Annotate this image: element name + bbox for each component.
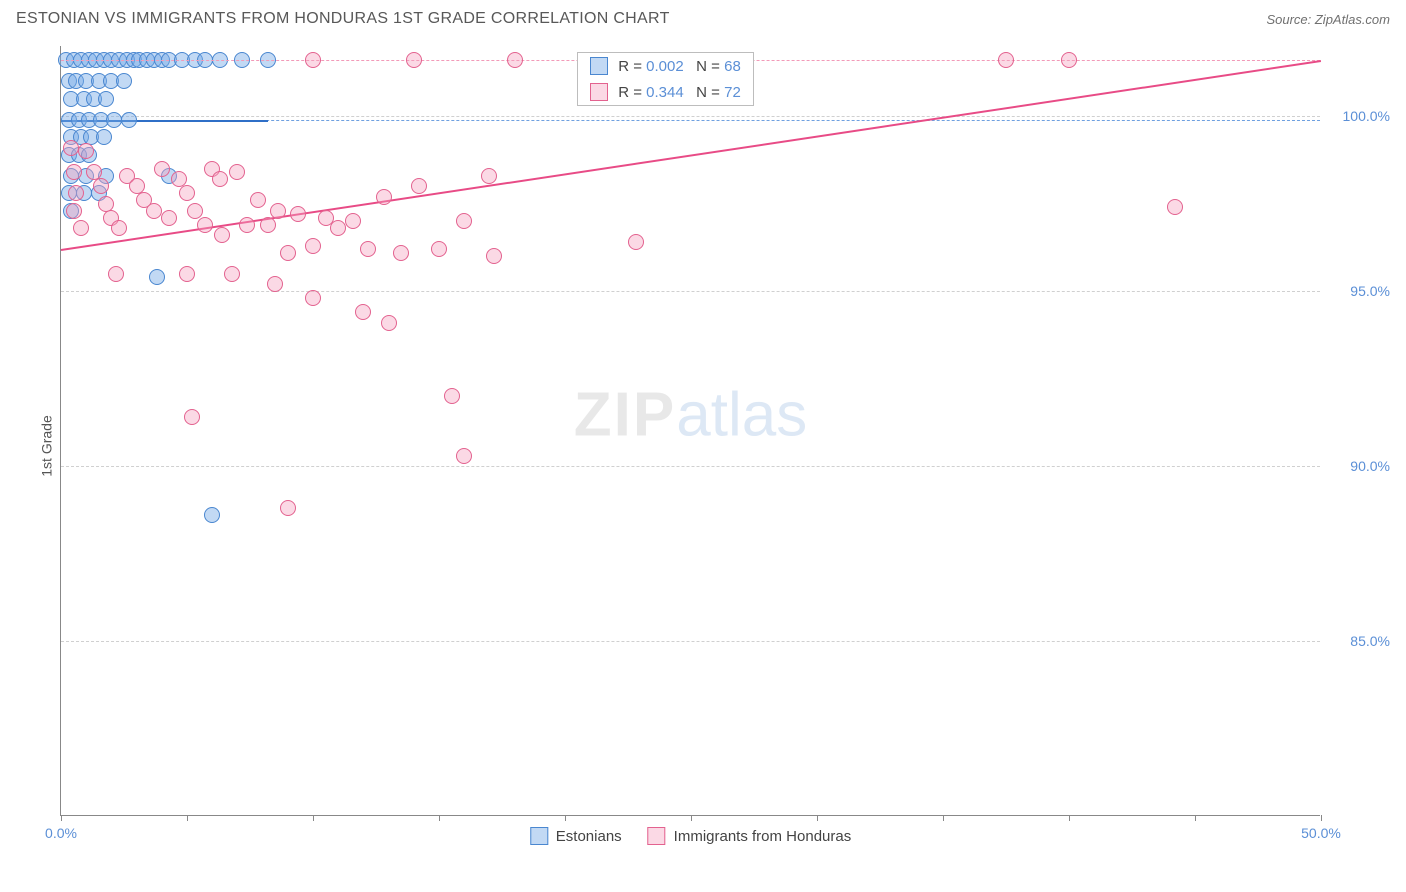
data-point	[116, 73, 132, 89]
data-point	[444, 388, 460, 404]
data-point	[106, 112, 122, 128]
legend-label: Estonians	[556, 828, 622, 845]
x-tick-mark	[1321, 815, 1322, 821]
gridline	[61, 466, 1320, 467]
data-point	[1167, 199, 1183, 215]
plot-area: ZIPatlas 85.0%90.0%95.0%100.0%0.0%50.0%R…	[60, 46, 1320, 816]
data-point	[184, 409, 200, 425]
data-point	[78, 143, 94, 159]
chart-title: ESTONIAN VS IMMIGRANTS FROM HONDURAS 1ST…	[16, 10, 670, 28]
data-point	[187, 203, 203, 219]
stats-row: R = 0.344 N = 72	[578, 79, 753, 105]
data-point	[280, 500, 296, 516]
stats-box: R = 0.002 N = 68R = 0.344 N = 72	[577, 52, 754, 106]
data-point	[393, 245, 409, 261]
gridline	[61, 116, 1320, 117]
data-point	[63, 140, 79, 156]
data-point	[406, 52, 422, 68]
data-point	[1061, 52, 1077, 68]
data-point	[111, 220, 127, 236]
data-point	[68, 185, 84, 201]
gridline	[61, 641, 1320, 642]
data-point	[305, 238, 321, 254]
data-point	[376, 189, 392, 205]
x-tick-mark	[565, 815, 566, 821]
data-point	[108, 266, 124, 282]
x-tick-label: 50.0%	[1301, 825, 1341, 841]
data-point	[250, 192, 266, 208]
data-point	[229, 164, 245, 180]
legend-label: Immigrants from Honduras	[674, 828, 852, 845]
data-point	[224, 266, 240, 282]
data-point	[305, 290, 321, 306]
data-point	[66, 203, 82, 219]
data-point	[260, 217, 276, 233]
x-tick-label: 0.0%	[45, 825, 77, 841]
y-axis-label: 1st Grade	[39, 415, 55, 476]
legend-swatch	[648, 827, 666, 845]
legend: Estonians Immigrants from Honduras	[530, 827, 851, 845]
x-tick-mark	[61, 815, 62, 821]
data-point	[456, 448, 472, 464]
x-tick-mark	[1195, 815, 1196, 821]
data-point	[330, 220, 346, 236]
source-attribution: Source: ZipAtlas.com	[1266, 12, 1390, 27]
data-point	[456, 213, 472, 229]
data-point	[214, 227, 230, 243]
y-tick-label: 100.0%	[1330, 108, 1390, 124]
x-tick-mark	[817, 815, 818, 821]
gridline	[61, 291, 1320, 292]
stats-row: R = 0.002 N = 68	[578, 53, 753, 79]
data-point	[267, 276, 283, 292]
data-point	[998, 52, 1014, 68]
data-point	[179, 185, 195, 201]
data-point	[411, 178, 427, 194]
data-point	[197, 217, 213, 233]
data-point	[381, 315, 397, 331]
x-tick-mark	[187, 815, 188, 821]
data-point	[154, 161, 170, 177]
legend-swatch	[530, 827, 548, 845]
chart-container: 1st Grade ZIPatlas 85.0%90.0%95.0%100.0%…	[20, 46, 1390, 846]
data-point	[239, 217, 255, 233]
x-tick-mark	[943, 815, 944, 821]
data-point	[486, 248, 502, 264]
data-point	[290, 206, 306, 222]
data-point	[270, 203, 286, 219]
y-tick-label: 95.0%	[1330, 283, 1390, 299]
data-point	[149, 269, 165, 285]
data-point	[345, 213, 361, 229]
x-tick-mark	[1069, 815, 1070, 821]
y-tick-label: 85.0%	[1330, 633, 1390, 649]
data-point	[507, 52, 523, 68]
data-point	[431, 241, 447, 257]
data-point	[121, 112, 137, 128]
x-tick-mark	[691, 815, 692, 821]
data-point	[360, 241, 376, 257]
data-point	[161, 210, 177, 226]
legend-swatch	[590, 83, 608, 101]
data-point	[204, 507, 220, 523]
data-point	[146, 203, 162, 219]
watermark: ZIPatlas	[574, 380, 807, 451]
x-tick-mark	[313, 815, 314, 821]
data-point	[212, 171, 228, 187]
data-point	[355, 304, 371, 320]
data-point	[280, 245, 296, 261]
legend-item: Immigrants from Honduras	[648, 827, 852, 845]
x-tick-mark	[439, 815, 440, 821]
data-point	[481, 168, 497, 184]
data-point	[628, 234, 644, 250]
data-point	[98, 91, 114, 107]
legend-item: Estonians	[530, 827, 622, 845]
data-point	[305, 52, 321, 68]
y-tick-label: 90.0%	[1330, 458, 1390, 474]
data-point	[73, 220, 89, 236]
data-point	[66, 164, 82, 180]
data-point	[179, 266, 195, 282]
data-point	[93, 178, 109, 194]
legend-swatch	[590, 57, 608, 75]
data-point	[96, 129, 112, 145]
